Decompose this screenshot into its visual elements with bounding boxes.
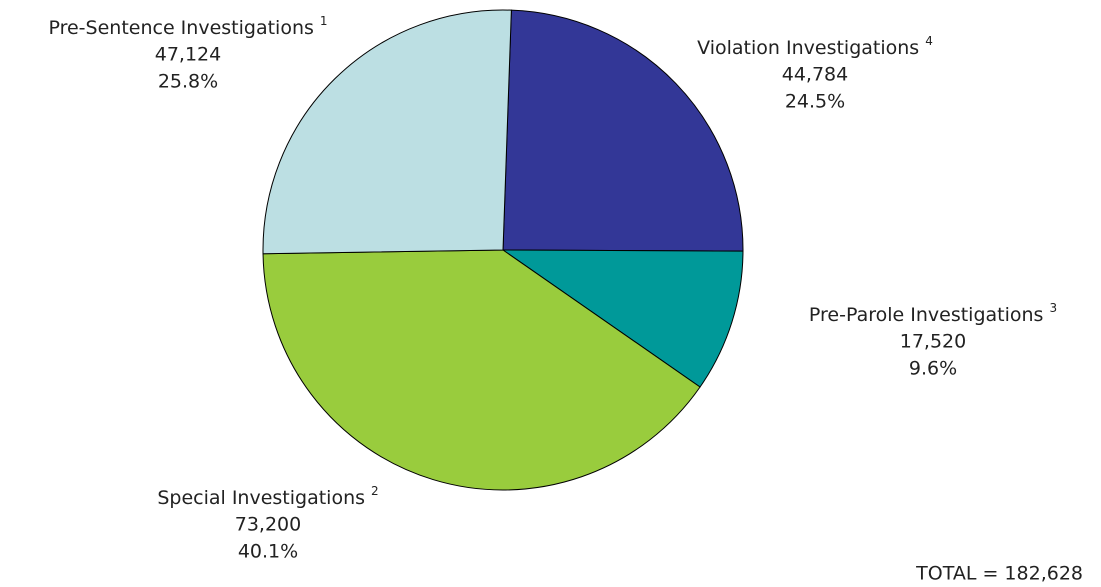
total-annotation: TOTAL = 182,628 [915,563,1083,585]
pie-slice [501,249,744,388]
footnote-marker: 2 [371,484,379,498]
value-label: 17,520 [900,331,966,353]
category-name: Pre-Parole Investigations [809,304,1044,326]
footnote-marker: 4 [925,34,933,48]
category-name: Violation Investigations [697,37,919,59]
slice-label: Pre-Parole Investigations 3 [809,301,1057,326]
percent-label: 9.6% [909,358,957,380]
percent-label: 24.5% [785,91,845,113]
footnote-marker: 1 [320,14,328,28]
footnote-marker: 3 [1049,301,1057,315]
value-label: 73,200 [235,514,301,536]
slice-label: Special Investigations 2 [157,484,378,509]
value-label: 44,784 [782,64,848,86]
slice-label: Pre-Sentence Investigations 1 [48,14,327,39]
category-name: Special Investigations [157,487,365,509]
percent-label: 25.8% [158,71,218,93]
pie-slice [502,9,744,252]
pie-slice [262,9,512,255]
percent-label: 40.1% [238,541,298,563]
slice-label: Violation Investigations 4 [697,34,933,59]
category-name: Pre-Sentence Investigations [48,17,313,39]
pie-slice [262,249,701,491]
value-label: 47,124 [155,44,221,66]
